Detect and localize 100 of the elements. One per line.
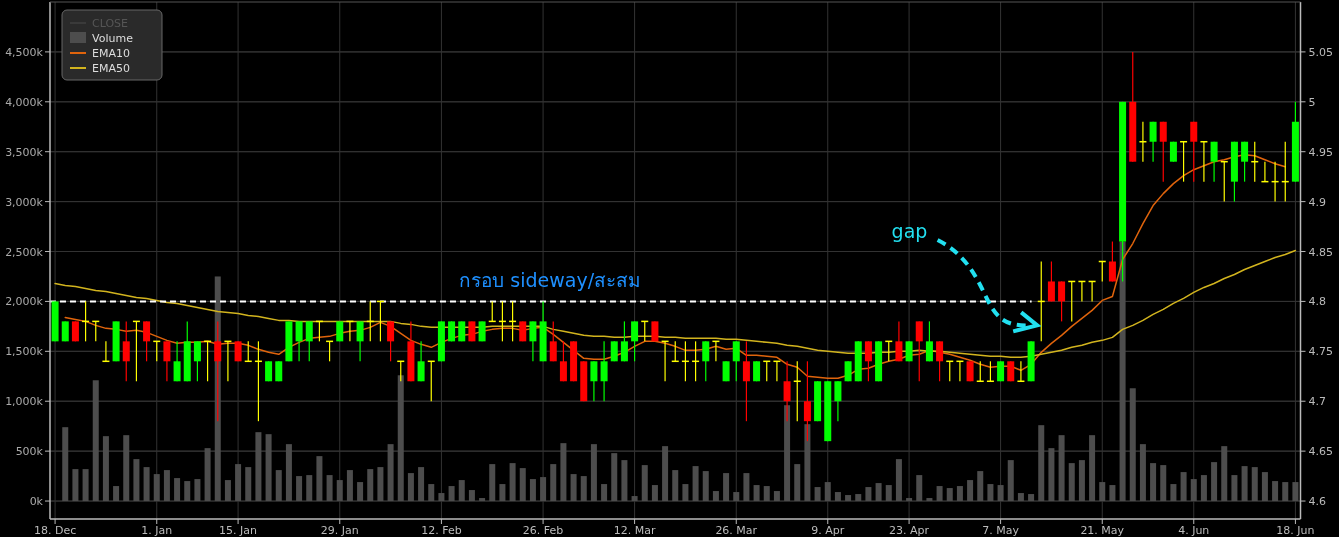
y2-tick-label: 3,500k bbox=[5, 145, 44, 159]
bar bbox=[428, 484, 435, 502]
y2-tick-label: 3,000k bbox=[5, 195, 44, 209]
bar bbox=[723, 473, 730, 502]
bar bbox=[468, 490, 475, 502]
bar bbox=[153, 474, 160, 502]
bar bbox=[82, 469, 89, 502]
bar bbox=[906, 498, 913, 502]
bar bbox=[346, 470, 353, 502]
bar bbox=[682, 484, 689, 502]
x-tick-label: 23. Apr bbox=[889, 524, 930, 537]
bar bbox=[550, 464, 557, 502]
bar bbox=[926, 498, 933, 502]
bar bbox=[336, 480, 343, 502]
x-tick-label: 1. Jan bbox=[141, 524, 173, 537]
bar bbox=[987, 484, 994, 502]
bar bbox=[275, 470, 282, 502]
bar bbox=[1190, 479, 1197, 502]
bar bbox=[479, 498, 486, 502]
bar bbox=[72, 469, 79, 502]
x-tick-label: 26. Mar bbox=[715, 524, 758, 537]
bar bbox=[631, 496, 638, 502]
x-tick-label: 4. Jun bbox=[1178, 524, 1210, 537]
bar bbox=[113, 486, 120, 502]
bar bbox=[824, 482, 831, 502]
bar bbox=[235, 464, 242, 502]
y-tick-label: 4.75 bbox=[1308, 345, 1333, 359]
bar bbox=[946, 488, 953, 502]
bar bbox=[1160, 465, 1167, 502]
bar bbox=[885, 485, 892, 502]
bar bbox=[296, 476, 303, 502]
bar bbox=[763, 486, 770, 502]
bar bbox=[1099, 482, 1106, 502]
bar bbox=[255, 432, 262, 502]
bar bbox=[194, 479, 201, 502]
bar bbox=[92, 380, 99, 502]
bar bbox=[1272, 481, 1279, 502]
x-tick-label: 12. Feb bbox=[421, 524, 462, 537]
bar bbox=[1089, 435, 1096, 502]
bar bbox=[1241, 466, 1248, 502]
bar bbox=[306, 475, 313, 502]
x-tick-label: 9. Apr bbox=[811, 524, 845, 537]
bar bbox=[407, 473, 414, 502]
bar bbox=[560, 443, 567, 502]
bar bbox=[997, 485, 1004, 502]
bar bbox=[570, 474, 577, 502]
bar bbox=[458, 480, 465, 502]
legend-label: EMA10 bbox=[92, 47, 130, 60]
bar bbox=[1038, 425, 1045, 502]
bar bbox=[1150, 463, 1157, 502]
bar bbox=[794, 464, 801, 502]
x-tick-label: 21. May bbox=[1080, 524, 1125, 537]
bar bbox=[651, 485, 658, 502]
bar bbox=[1048, 448, 1055, 502]
y-tick-label: 5 bbox=[1308, 95, 1316, 109]
x-tick-label: 15. Jan bbox=[219, 524, 258, 537]
bar bbox=[519, 468, 526, 502]
bar bbox=[1139, 444, 1146, 502]
y-tick-label: 4.7 bbox=[1308, 395, 1326, 409]
bar bbox=[377, 467, 384, 502]
y-tick-label: 5.05 bbox=[1308, 45, 1333, 59]
annotation: gap bbox=[891, 220, 928, 242]
x-tick-label: 18. Dec bbox=[33, 524, 77, 537]
y2-tick-label: 0k bbox=[29, 495, 44, 509]
bar bbox=[418, 467, 425, 502]
bar bbox=[590, 444, 597, 502]
y2-tick-label: 1,500k bbox=[5, 345, 44, 359]
bar bbox=[895, 459, 902, 502]
bar bbox=[1221, 446, 1228, 502]
bar bbox=[662, 446, 669, 502]
y2-tick-label: 2,500k bbox=[5, 245, 44, 259]
bar bbox=[357, 482, 364, 502]
x-tick-label: 18. Jun bbox=[1276, 524, 1315, 537]
bar bbox=[784, 405, 791, 502]
bar bbox=[1028, 494, 1035, 502]
bar bbox=[743, 473, 750, 502]
bar bbox=[1180, 472, 1187, 502]
bar bbox=[753, 485, 760, 502]
y2-tick-label: 2,000k bbox=[5, 295, 44, 309]
bar bbox=[1261, 472, 1268, 502]
bar bbox=[1007, 460, 1014, 502]
x-tick-label: 7. May bbox=[982, 524, 1020, 537]
y-tick-label: 4.9 bbox=[1308, 195, 1326, 209]
bar bbox=[184, 481, 191, 502]
bar bbox=[580, 476, 587, 502]
bar bbox=[733, 492, 740, 502]
bar bbox=[773, 491, 780, 502]
bar bbox=[102, 436, 109, 502]
y-tick-label: 4.85 bbox=[1308, 245, 1333, 259]
bar bbox=[448, 486, 455, 502]
bar bbox=[1170, 484, 1177, 502]
bar bbox=[1251, 467, 1258, 502]
bar bbox=[845, 495, 852, 502]
bar bbox=[285, 444, 292, 502]
bar bbox=[1109, 485, 1116, 502]
bar bbox=[956, 486, 963, 502]
legend-label: Volume bbox=[92, 32, 134, 45]
bar bbox=[499, 484, 506, 502]
bar bbox=[834, 492, 841, 502]
bar bbox=[397, 375, 404, 502]
